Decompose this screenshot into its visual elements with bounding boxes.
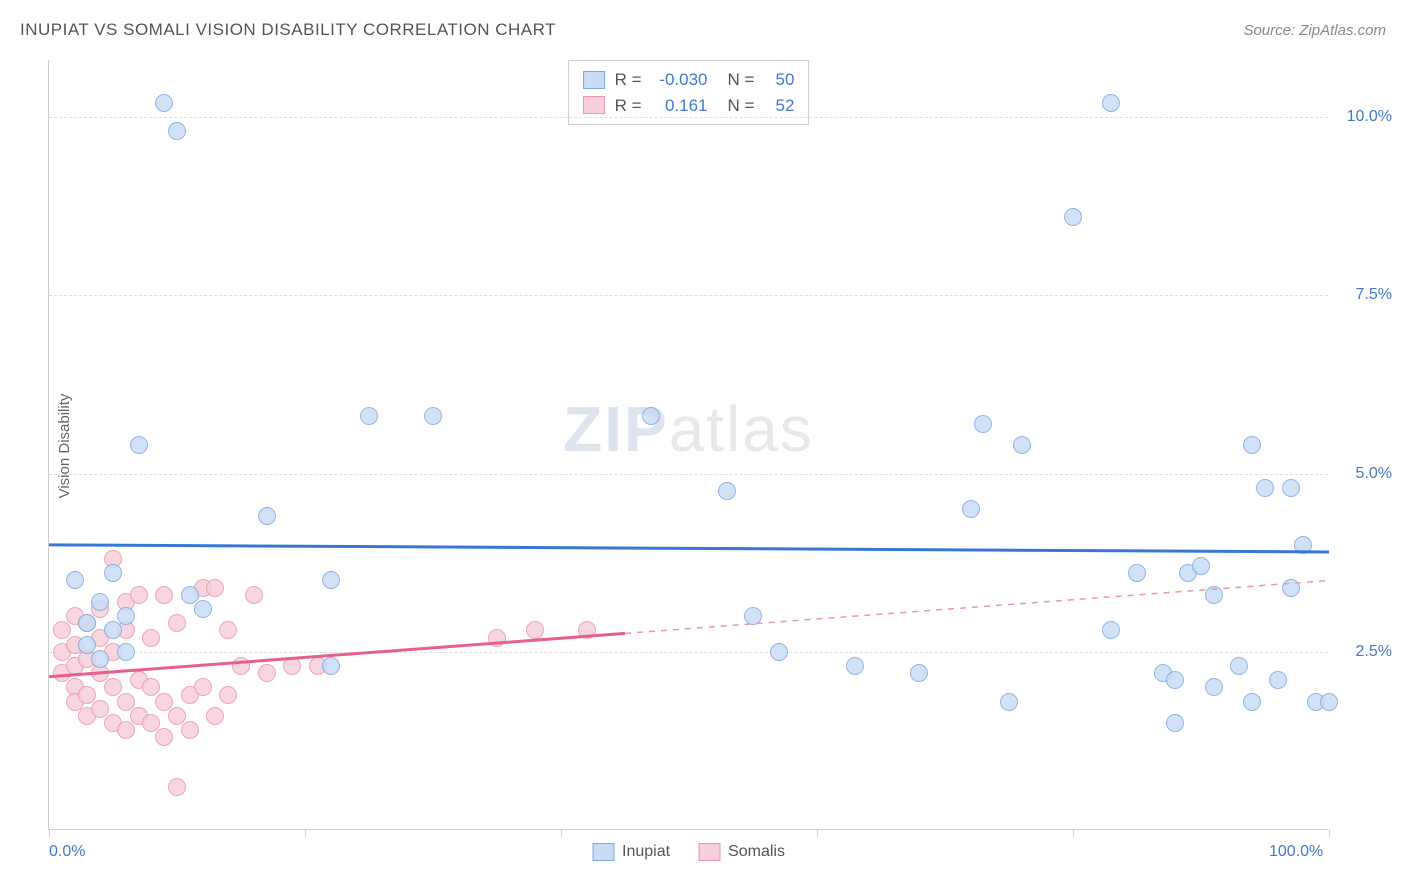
swatch-inupiat — [592, 843, 614, 861]
x-tick — [305, 829, 306, 837]
x-tick — [817, 829, 818, 837]
legend-label-inupiat: Inupiat — [622, 843, 670, 861]
y-tick-label: 5.0% — [1356, 465, 1392, 483]
x-tick — [1329, 829, 1330, 837]
series-legend: Inupiat Somalis — [592, 843, 785, 861]
y-tick-label: 2.5% — [1356, 643, 1392, 661]
source-attribution: Source: ZipAtlas.com — [1243, 22, 1386, 39]
chart-title: INUPIAT VS SOMALI VISION DISABILITY CORR… — [20, 20, 556, 40]
x-tick-label: 100.0% — [1269, 843, 1323, 861]
legend-item-somalis: Somalis — [698, 843, 785, 861]
y-tick-label: 10.0% — [1347, 108, 1392, 126]
legend-item-inupiat: Inupiat — [592, 843, 670, 861]
x-tick — [1073, 829, 1074, 837]
x-tick-label: 0.0% — [49, 843, 85, 861]
legend-label-somalis: Somalis — [728, 843, 785, 861]
x-tick — [561, 829, 562, 837]
trend-line — [49, 60, 1329, 830]
x-tick — [49, 829, 50, 837]
plot-area: ZIPatlas R = -0.030 N = 50 R = 0.161 N =… — [48, 60, 1328, 830]
swatch-somalis — [698, 843, 720, 861]
y-tick-label: 7.5% — [1356, 286, 1392, 304]
